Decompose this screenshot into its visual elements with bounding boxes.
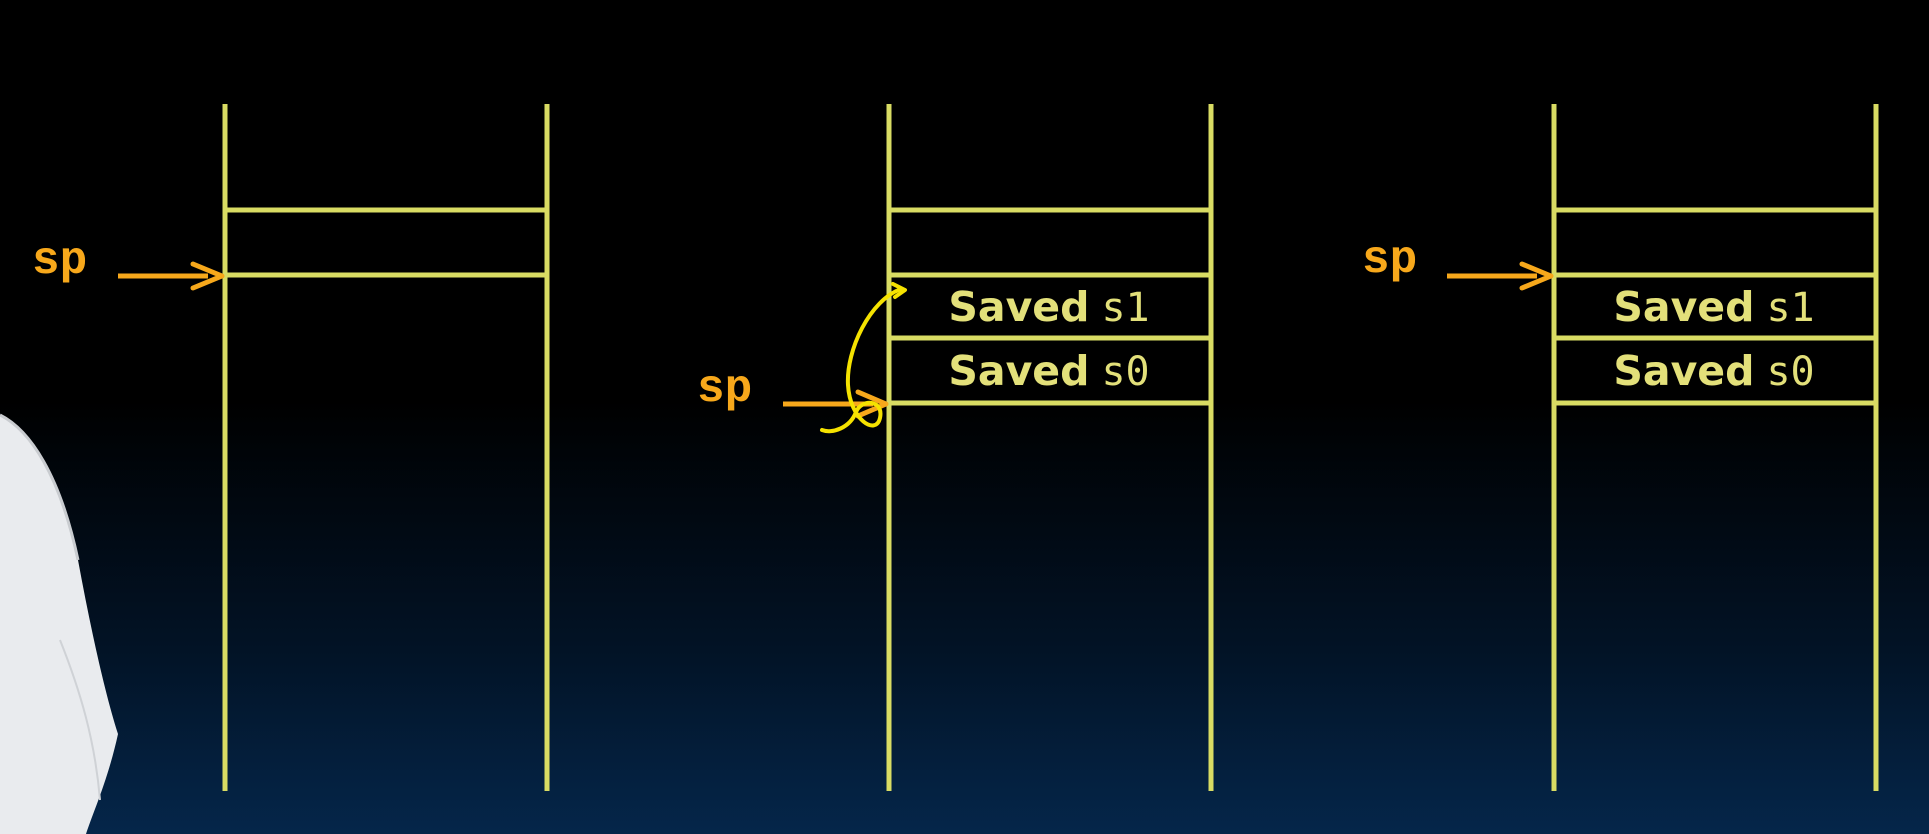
slot-saved-s0: Saved s0 <box>1613 347 1814 395</box>
arrow-head-icon <box>855 389 889 419</box>
curved-arrow-icon <box>820 287 903 434</box>
slot-saved-s1: Saved s1 <box>948 283 1149 331</box>
sp-pointer: sp <box>32 235 225 291</box>
stack-before: sp <box>32 104 550 791</box>
sp-label: sp <box>1362 234 1417 286</box>
slot-saved-s1: Saved s1 <box>1613 283 1814 331</box>
slot-saved-s0: Saved s0 <box>948 347 1149 395</box>
sp-pointer: sp <box>697 363 889 419</box>
arrow-head-icon <box>190 261 225 291</box>
presenter <box>0 413 118 834</box>
arrow-head-icon <box>1519 261 1554 291</box>
sp-label: sp <box>32 235 87 287</box>
sp-label: sp <box>697 363 752 415</box>
stack-during: Saved s1 Saved s0 sp <box>697 104 1214 791</box>
sp-pointer: sp <box>1362 234 1554 291</box>
stack-after: Saved s1 Saved s0 sp <box>1362 104 1879 791</box>
